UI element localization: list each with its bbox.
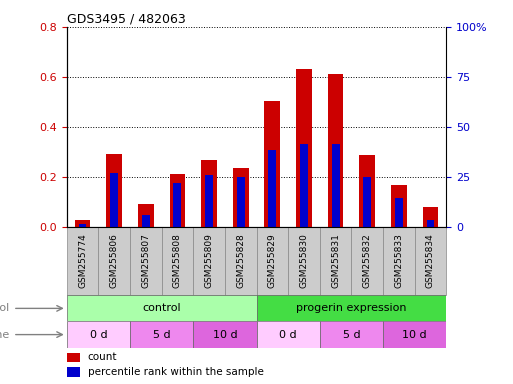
Text: protocol: protocol	[0, 303, 10, 313]
Text: GSM255808: GSM255808	[173, 233, 182, 288]
Bar	[320, 227, 351, 295]
Bar	[106, 154, 122, 227]
Text: percentile rank within the sample: percentile rank within the sample	[88, 367, 264, 377]
Text: GDS3495 / 482063: GDS3495 / 482063	[67, 13, 185, 26]
Text: GSM255774: GSM255774	[78, 233, 87, 288]
Bar	[383, 227, 415, 295]
Text: 5 d: 5 d	[153, 329, 170, 339]
Text: 0 d: 0 d	[279, 329, 297, 339]
Bar	[256, 227, 288, 295]
Bar	[296, 70, 312, 227]
Text: 10 d: 10 d	[402, 329, 427, 339]
Bar	[268, 151, 277, 227]
Text: GSM255832: GSM255832	[363, 233, 372, 288]
Bar	[110, 173, 118, 227]
Bar	[331, 144, 340, 227]
Bar	[256, 321, 320, 348]
Bar	[383, 321, 446, 348]
Bar	[130, 227, 162, 295]
Text: GSM255807: GSM255807	[141, 233, 150, 288]
Bar	[395, 198, 403, 227]
Bar	[363, 177, 371, 227]
Bar	[320, 321, 383, 348]
Bar	[423, 207, 439, 227]
Bar	[130, 321, 193, 348]
Bar	[391, 185, 407, 227]
Text: count: count	[88, 353, 117, 362]
Bar	[193, 227, 225, 295]
Bar	[142, 215, 150, 227]
Bar	[67, 295, 256, 321]
Bar	[67, 367, 80, 377]
Bar	[359, 156, 375, 227]
Text: progerin expression: progerin expression	[296, 303, 407, 313]
Bar	[74, 220, 90, 227]
Bar	[415, 227, 446, 295]
Bar	[193, 321, 256, 348]
Text: 10 d: 10 d	[212, 329, 237, 339]
Text: GSM255829: GSM255829	[268, 233, 277, 288]
Bar	[67, 321, 130, 348]
Bar	[67, 227, 98, 295]
Text: GSM255830: GSM255830	[300, 233, 308, 288]
Bar	[236, 177, 245, 227]
Text: control: control	[142, 303, 181, 313]
Text: GSM255809: GSM255809	[205, 233, 213, 288]
Bar	[67, 353, 80, 362]
Bar	[205, 175, 213, 227]
Text: 5 d: 5 d	[343, 329, 360, 339]
Bar	[169, 174, 185, 227]
Bar	[138, 204, 154, 227]
Bar	[256, 295, 446, 321]
Text: GSM255806: GSM255806	[110, 233, 119, 288]
Bar	[173, 183, 182, 227]
Bar	[288, 227, 320, 295]
Bar	[328, 74, 344, 227]
Text: time: time	[0, 329, 10, 339]
Text: GSM255833: GSM255833	[394, 233, 403, 288]
Bar	[233, 168, 249, 227]
Bar	[78, 224, 87, 227]
Bar	[264, 101, 280, 227]
Text: GSM255831: GSM255831	[331, 233, 340, 288]
Text: 0 d: 0 d	[89, 329, 107, 339]
Bar	[300, 144, 308, 227]
Text: GSM255828: GSM255828	[236, 233, 245, 288]
Bar	[98, 227, 130, 295]
Text: GSM255834: GSM255834	[426, 233, 435, 288]
Bar	[351, 227, 383, 295]
Bar	[225, 227, 256, 295]
Bar	[162, 227, 193, 295]
Bar	[426, 220, 435, 227]
Bar	[201, 161, 217, 227]
